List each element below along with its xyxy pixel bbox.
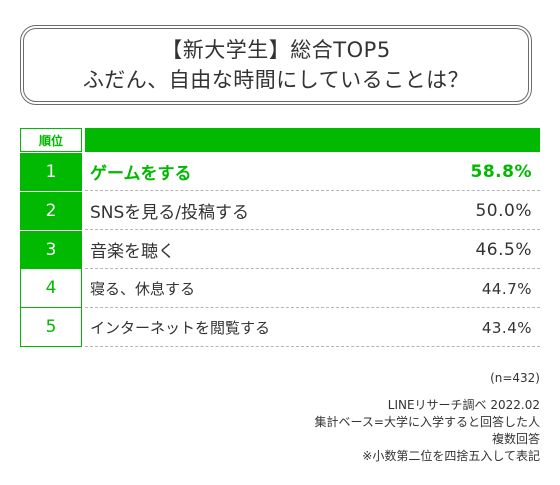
rank-cell: 2	[20, 191, 82, 230]
source-note: LINEリサーチ調べ 2022.02	[387, 398, 540, 412]
table-header: 順位	[20, 128, 540, 152]
row-divider	[85, 268, 540, 269]
notes: (n=432) LINEリサーチ調べ 2022.02 集計ベース=大学に入学する…	[315, 370, 540, 465]
row-divider	[85, 346, 540, 347]
table-rows: 1 ゲームをする 58.8% 2 SNSを見る/投稿する 50.0% 3 音楽を聴く 46.5%…	[20, 152, 540, 347]
activity-label: インターネットを閲覧する	[90, 319, 271, 337]
header-bar	[85, 128, 540, 152]
table-row: 4 寝る、休息する 44.7%	[20, 269, 540, 308]
table-row: 3 音楽を聴く 46.5%	[20, 230, 540, 269]
rank-cell: 4	[20, 269, 82, 308]
activity-label: 音楽を聴く	[90, 242, 175, 262]
row-divider	[85, 190, 540, 191]
table-row: 5 インターネットを閲覧する 43.4%	[20, 308, 540, 347]
base-note: 集計ベース=大学に入学すると回答した人	[314, 415, 540, 429]
percentage-value: 46.5%	[475, 239, 532, 260]
percentage-value: 43.4%	[481, 318, 532, 337]
title-line-2: ふだん、自由な時間にしていることは？	[82, 68, 470, 92]
rank-cell: 1	[20, 152, 82, 191]
percentage-value: 58.8%	[470, 161, 532, 182]
multi-answer-note: 複数回答	[491, 432, 540, 446]
activity-label: 寝る、休息する	[90, 280, 196, 298]
percentage-value: 50.0%	[475, 200, 532, 221]
row-divider	[85, 229, 540, 230]
title-line-1: 【新大学生】総合TOP5	[161, 38, 391, 62]
ranking-table: 順位 1 ゲームをする 58.8% 2 SNSを見る/投稿する 50.0% 3 音楽を聴く 46…	[20, 128, 540, 347]
table-row: 2 SNSを見る/投稿する 50.0%	[20, 191, 540, 230]
rank-header: 順位	[20, 128, 82, 152]
row-divider	[85, 307, 540, 308]
sample-size: (n=432)	[490, 371, 540, 385]
activity-label: SNSを見る/投稿する	[90, 203, 250, 223]
rank-cell: 3	[20, 230, 82, 269]
title-box: 【新大学生】総合TOP5 ふだん、自由な時間にしていることは？	[20, 25, 532, 105]
activity-label: ゲームをする	[90, 164, 192, 184]
rounding-note: ※小数第二位を四捨五入して表記	[362, 449, 540, 463]
table-row: 1 ゲームをする 58.8%	[20, 152, 540, 191]
rank-cell: 5	[20, 308, 82, 347]
percentage-value: 44.7%	[481, 279, 532, 298]
